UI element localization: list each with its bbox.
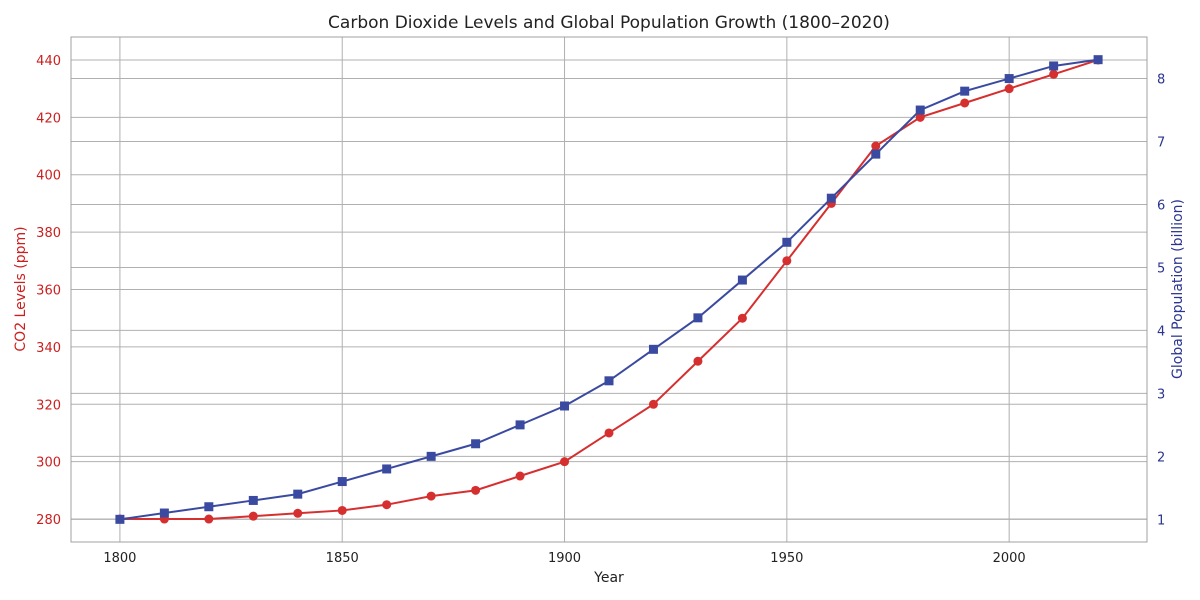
population-point bbox=[293, 489, 303, 499]
y-axis-right-label: Global Population (billion) bbox=[1170, 199, 1186, 379]
y-left-tick-label: 400 bbox=[36, 169, 61, 184]
co2-point bbox=[604, 428, 614, 438]
population-point bbox=[826, 193, 836, 203]
x-tick-label: 1850 bbox=[326, 551, 359, 566]
plot-frame bbox=[70, 36, 1148, 543]
co2-point bbox=[1049, 69, 1059, 79]
y-left-tick-label: 320 bbox=[36, 398, 61, 413]
co2-point bbox=[960, 98, 970, 108]
chart-title: Carbon Dioxide Levels and Global Populat… bbox=[328, 13, 890, 33]
y-right-tick-label: 7 bbox=[1157, 136, 1165, 151]
x-tick-label: 1950 bbox=[770, 551, 803, 566]
population-point bbox=[1049, 61, 1059, 71]
population-point bbox=[382, 464, 392, 474]
population-point bbox=[737, 275, 747, 285]
tick-layer: 1800 1850 1900 1950 2000 280 300 320 340 360 380 40… bbox=[36, 54, 1165, 566]
y-left-tick-label: 300 bbox=[36, 456, 61, 471]
population-point bbox=[204, 502, 214, 512]
x-tick-label: 1900 bbox=[548, 551, 581, 566]
co2-point bbox=[515, 471, 525, 481]
x-tick-label: 1800 bbox=[103, 551, 136, 566]
population-point bbox=[871, 149, 881, 159]
co2-point bbox=[915, 112, 925, 122]
co2-point bbox=[560, 457, 570, 467]
population-point bbox=[426, 451, 436, 461]
x-axis-label: Year bbox=[593, 570, 624, 586]
co2-point bbox=[293, 508, 303, 518]
population-point bbox=[604, 376, 614, 386]
y-right-tick-label: 6 bbox=[1157, 198, 1165, 213]
co2-point bbox=[648, 399, 658, 409]
population-point bbox=[648, 344, 658, 354]
y-left-tick-label: 380 bbox=[36, 226, 61, 241]
y-right-tick-label: 1 bbox=[1157, 513, 1165, 528]
co2-point bbox=[693, 356, 703, 366]
population-point bbox=[782, 237, 792, 247]
y-left-tick-label: 340 bbox=[36, 341, 61, 356]
y-left-tick-label: 420 bbox=[36, 111, 61, 126]
co2-point bbox=[382, 500, 392, 510]
grid-layer bbox=[71, 37, 1147, 542]
y-right-tick-label: 3 bbox=[1157, 387, 1165, 402]
y-left-tick-label: 280 bbox=[36, 513, 61, 528]
y-axis-left-label: CO2 Levels (ppm) bbox=[13, 226, 29, 351]
population-point bbox=[337, 477, 347, 487]
co2-point bbox=[737, 313, 747, 323]
y-left-tick-label: 360 bbox=[36, 284, 61, 299]
co2-point bbox=[337, 505, 347, 515]
population-point bbox=[515, 420, 525, 430]
y-right-tick-label: 4 bbox=[1157, 324, 1165, 339]
co2-point bbox=[471, 485, 481, 495]
population-point bbox=[915, 105, 925, 115]
population-point bbox=[159, 508, 169, 518]
y-right-tick-label: 8 bbox=[1157, 73, 1165, 88]
co2-point bbox=[248, 511, 258, 521]
y-right-tick-label: 2 bbox=[1157, 450, 1165, 465]
co2-point bbox=[204, 514, 214, 524]
y-left-tick-label: 440 bbox=[36, 54, 61, 69]
population-point bbox=[1004, 74, 1014, 84]
population-point bbox=[693, 313, 703, 323]
population-point bbox=[560, 401, 570, 411]
population-point bbox=[248, 495, 258, 505]
co2-point bbox=[1004, 84, 1014, 94]
co2-point bbox=[426, 491, 436, 501]
co2-point bbox=[782, 256, 792, 266]
population-point bbox=[471, 439, 481, 449]
population-point bbox=[115, 514, 125, 524]
population-point bbox=[960, 86, 970, 96]
series-layer bbox=[115, 55, 1103, 524]
x-tick-label: 2000 bbox=[993, 551, 1026, 566]
population-point bbox=[1093, 55, 1103, 65]
y-right-tick-label: 5 bbox=[1157, 261, 1165, 276]
co2-point bbox=[871, 141, 881, 151]
